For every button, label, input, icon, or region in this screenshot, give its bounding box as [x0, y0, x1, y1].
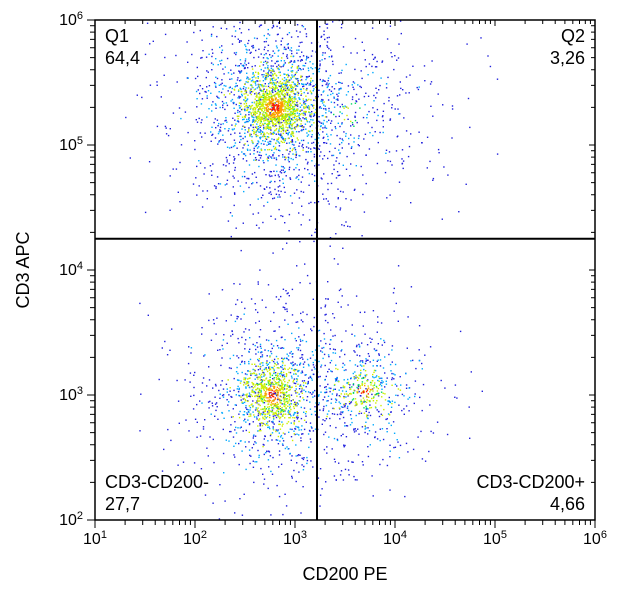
q3-label: CD3-CD200- — [105, 472, 209, 492]
q4-value: 4,66 — [550, 494, 585, 514]
q2-label: Q2 — [561, 26, 585, 46]
x-axis-label: CD200 PE — [302, 564, 387, 584]
svg-text:103: 103 — [283, 529, 307, 548]
y-axis-label: CD3 APC — [13, 231, 33, 308]
q4-label: CD3-CD200+ — [476, 472, 585, 492]
svg-text:104: 104 — [383, 529, 407, 548]
svg-text:101: 101 — [83, 529, 107, 548]
q3-value: 27,7 — [105, 494, 140, 514]
q1-label: Q1 — [105, 26, 129, 46]
chart-svg: 101102103104105106102103104105106CD200 P… — [0, 0, 628, 606]
svg-text:106: 106 — [583, 529, 607, 548]
svg-text:105: 105 — [483, 529, 507, 548]
q1-value: 64,4 — [105, 48, 140, 68]
q2-value: 3,26 — [550, 48, 585, 68]
flow-cytometry-plot: 101102103104105106102103104105106CD200 P… — [0, 0, 628, 606]
svg-text:102: 102 — [183, 529, 207, 548]
